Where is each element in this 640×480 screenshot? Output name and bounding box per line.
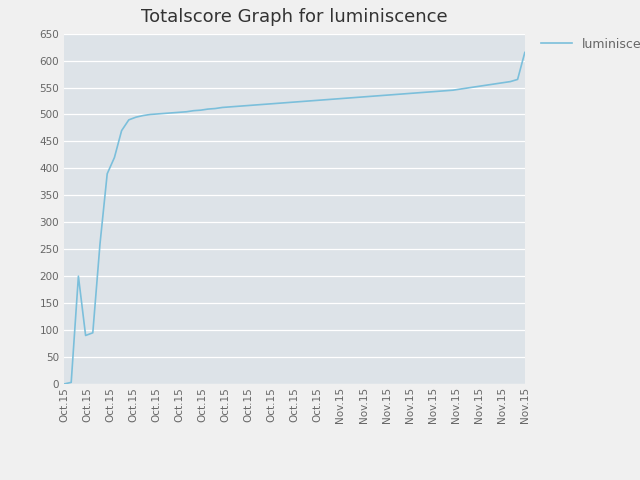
luminiscence: [298, 99, 305, 105]
luminiscence: [456, 86, 464, 92]
luminiscence: [521, 49, 529, 55]
luminiscence: [60, 381, 68, 387]
luminiscence: [168, 110, 176, 116]
luminiscence: [507, 79, 515, 84]
luminiscence: [197, 107, 205, 113]
Title: Totalscore Graph for luminiscence: Totalscore Graph for luminiscence: [141, 9, 448, 26]
Line: luminiscence: luminiscence: [64, 52, 525, 384]
Legend: luminiscence: luminiscence: [536, 33, 640, 56]
luminiscence: [255, 102, 262, 108]
